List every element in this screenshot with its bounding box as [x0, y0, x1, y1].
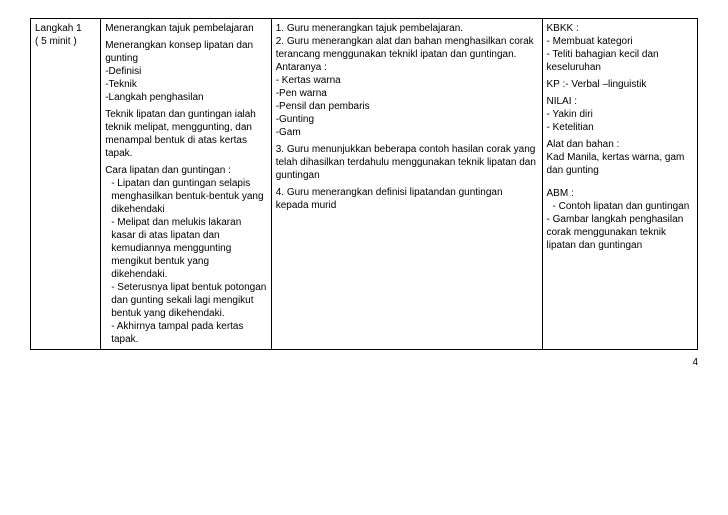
content-heading: Menerangkan tajuk pembelajaran — [105, 22, 267, 35]
content-technique: Teknik lipatan dan guntingan ialah tekni… — [105, 108, 267, 160]
nilai-item: - Ketelitian — [547, 121, 694, 134]
activity-material: -Pen warna — [276, 87, 538, 100]
activity-material: -Gam — [276, 126, 538, 139]
table-row: Langkah 1 ( 5 minit ) Menerangkan tajuk … — [31, 19, 698, 350]
abm-item: - Gambar langkah penghasilan corak mengg… — [547, 213, 694, 252]
content-method-item: - Melipat dan melukis lakaran kasar di a… — [105, 216, 267, 281]
activity-material: -Gunting — [276, 113, 538, 126]
activity-item: 1. Guru menerangkan tajuk pembelajaran. — [276, 22, 538, 35]
cell-notes: KBKK : - Membuat kategori - Teliti bahag… — [542, 19, 698, 350]
kbkk-item: - Membuat kategori — [547, 35, 694, 48]
lesson-plan-table: Langkah 1 ( 5 minit ) Menerangkan tajuk … — [30, 18, 698, 350]
content-concept: Menerangkan konsep lipatan dan gunting — [105, 39, 267, 65]
nilai-heading: NILAI : — [547, 95, 694, 108]
content-method-item: - Lipatan dan guntingan selapis menghasi… — [105, 177, 267, 216]
abm-item: - Contoh lipatan dan guntingan — [547, 200, 694, 213]
cell-content: Menerangkan tajuk pembelajaran Menerangk… — [101, 19, 272, 350]
content-method-heading: Cara lipatan dan guntingan : — [105, 164, 267, 177]
activity-item: 4. Guru menerangkan definisi lipatandan … — [276, 186, 538, 212]
activity-material: - Kertas warna — [276, 74, 538, 87]
abm-heading: ABM : — [547, 187, 694, 200]
activity-material: -Pensil dan pembaris — [276, 100, 538, 113]
alat-heading: Alat dan bahan : — [547, 138, 694, 151]
activity-item: 2. Guru menerangkan alat dan bahan mengh… — [276, 35, 538, 74]
kbkk-item: - Teliti bahagian kecil dan keseluruhan — [547, 48, 694, 74]
nilai-item: - Yakin diri — [547, 108, 694, 121]
step-label: Langkah 1 — [35, 22, 96, 35]
kp-item: KP :- Verbal –linguistik — [547, 78, 694, 91]
content-bullet: -Teknik — [105, 78, 267, 91]
content-bullet: -Definisi — [105, 65, 267, 78]
kbkk-heading: KBKK : — [547, 22, 694, 35]
content-bullet: -Langkah penghasilan — [105, 91, 267, 104]
content-method-item: - Akhirnya tampal pada kertas tapak. — [105, 320, 267, 346]
alat-item: Kad Manila, kertas warna, gam dan guntin… — [547, 151, 694, 177]
cell-step: Langkah 1 ( 5 minit ) — [31, 19, 101, 350]
page-number: 4 — [30, 356, 698, 369]
content-method-item: - Seterusnya lipat bentuk potongan dan g… — [105, 281, 267, 320]
activity-item: 3. Guru menunjukkan beberapa contoh hasi… — [276, 143, 538, 182]
cell-activities: 1. Guru menerangkan tajuk pembelajaran. … — [271, 19, 542, 350]
step-time: ( 5 minit ) — [35, 35, 96, 48]
